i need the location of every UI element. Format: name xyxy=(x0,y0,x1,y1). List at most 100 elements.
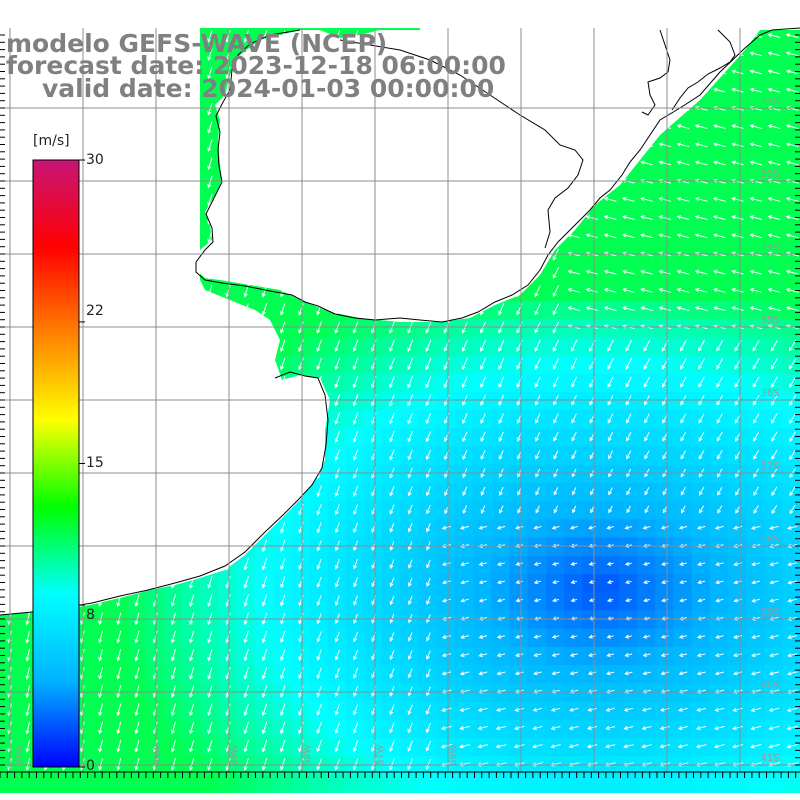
wind-arrow xyxy=(770,339,778,352)
wind-cell xyxy=(673,683,693,702)
wind-arrow xyxy=(588,652,596,657)
wind-cell xyxy=(309,774,329,793)
wind-arrow xyxy=(25,630,30,644)
wind-arrow xyxy=(697,598,706,603)
wind-arrow xyxy=(460,580,469,585)
wind-arrow xyxy=(225,594,231,607)
wind-arrow xyxy=(425,357,432,371)
wind-arrow xyxy=(570,561,578,566)
wind-cell xyxy=(691,228,711,247)
lat-label: 41S xyxy=(760,753,779,764)
wind-arrow xyxy=(352,704,359,716)
wind-arrow xyxy=(732,707,743,712)
wind-arrow xyxy=(515,652,524,658)
wind-arrow xyxy=(694,196,708,202)
wind-arrow xyxy=(461,339,468,352)
wind-cell xyxy=(109,774,128,793)
wind-cell xyxy=(728,737,747,757)
wind-arrow xyxy=(644,413,650,424)
wind-arrow xyxy=(407,431,413,443)
wind-arrow xyxy=(261,630,268,644)
wind-cell xyxy=(527,774,547,793)
wind-cell xyxy=(709,282,729,302)
wind-arrow xyxy=(658,160,672,166)
wind-arrow xyxy=(753,450,760,460)
wind-arrow xyxy=(534,413,541,424)
wind-cell xyxy=(455,665,474,684)
wind-arrow xyxy=(680,487,686,496)
wind-arrow xyxy=(407,632,413,642)
wind-arrow xyxy=(441,580,451,585)
wind-cell xyxy=(18,774,37,793)
lon-label: 59W xyxy=(230,745,240,765)
wind-arrow xyxy=(389,722,395,734)
wind-arrow xyxy=(626,505,631,514)
wind-arrow xyxy=(478,580,487,585)
colorbar-tick-0: 0 xyxy=(86,758,95,774)
wind-cell xyxy=(455,701,474,721)
wind-cell xyxy=(746,774,765,793)
wind-arrow xyxy=(98,721,103,735)
wind-arrow xyxy=(571,431,577,442)
wind-cell xyxy=(764,137,784,156)
wind-arrow xyxy=(731,744,744,749)
wind-cell xyxy=(673,119,693,138)
wind-arrow xyxy=(789,486,796,497)
wind-arrow xyxy=(426,632,431,642)
wind-cell xyxy=(673,191,693,211)
wind-arrow xyxy=(207,594,213,607)
wind-arrow xyxy=(553,487,559,496)
wind-arrow xyxy=(261,721,268,735)
wind-arrow xyxy=(696,634,706,639)
wind-arrow xyxy=(98,667,103,680)
wind-cell xyxy=(728,173,747,193)
wind-arrow xyxy=(389,504,395,515)
wind-arrow xyxy=(625,358,632,370)
map-title-model: modelo GEFS-WAVE (NCEP) xyxy=(6,29,388,58)
wind-arrow xyxy=(334,722,341,734)
wind-arrow xyxy=(789,413,796,424)
wind-arrow xyxy=(207,648,213,662)
wind-arrow xyxy=(607,376,614,388)
wind-arrow xyxy=(680,358,687,370)
wind-arrow xyxy=(749,160,763,166)
colorbar xyxy=(32,159,85,768)
wind-cell xyxy=(764,319,784,338)
wind-arrow xyxy=(749,269,763,275)
wind-arrow xyxy=(681,505,686,514)
wind-arrow xyxy=(334,595,340,606)
wind-arrow xyxy=(659,744,671,749)
wind-arrow xyxy=(225,703,231,717)
wind-arrow xyxy=(352,722,359,734)
wind-arrow xyxy=(626,450,632,460)
wind-arrow xyxy=(767,269,781,275)
wind-cell xyxy=(728,64,747,84)
wind-arrow xyxy=(585,287,599,293)
wind-arrow xyxy=(694,124,708,129)
wind-arrow xyxy=(261,649,268,662)
wind-cell xyxy=(782,264,800,284)
wind-arrow xyxy=(459,671,470,676)
lon-label: 58W xyxy=(303,745,313,765)
wind-cell xyxy=(691,246,711,266)
wind-arrow xyxy=(334,649,340,661)
wind-arrow xyxy=(98,648,103,662)
wind-arrow xyxy=(694,142,708,148)
wind-arrow xyxy=(280,521,286,534)
wind-arrow xyxy=(585,269,599,275)
wind-arrow xyxy=(225,284,231,298)
wind-cell xyxy=(764,592,784,611)
wind-cell xyxy=(709,665,729,684)
wind-arrow xyxy=(767,196,781,202)
wind-cell xyxy=(509,719,529,739)
wind-cell xyxy=(72,774,92,793)
wind-arrow xyxy=(716,413,723,424)
wind-cell xyxy=(728,246,747,266)
wind-arrow xyxy=(714,525,724,530)
wind-arrow xyxy=(642,634,651,639)
wind-arrow xyxy=(261,703,268,717)
wind-arrow xyxy=(552,358,559,370)
wind-cell xyxy=(655,210,674,229)
wind-arrow xyxy=(298,357,304,371)
wind-cell xyxy=(764,210,784,229)
